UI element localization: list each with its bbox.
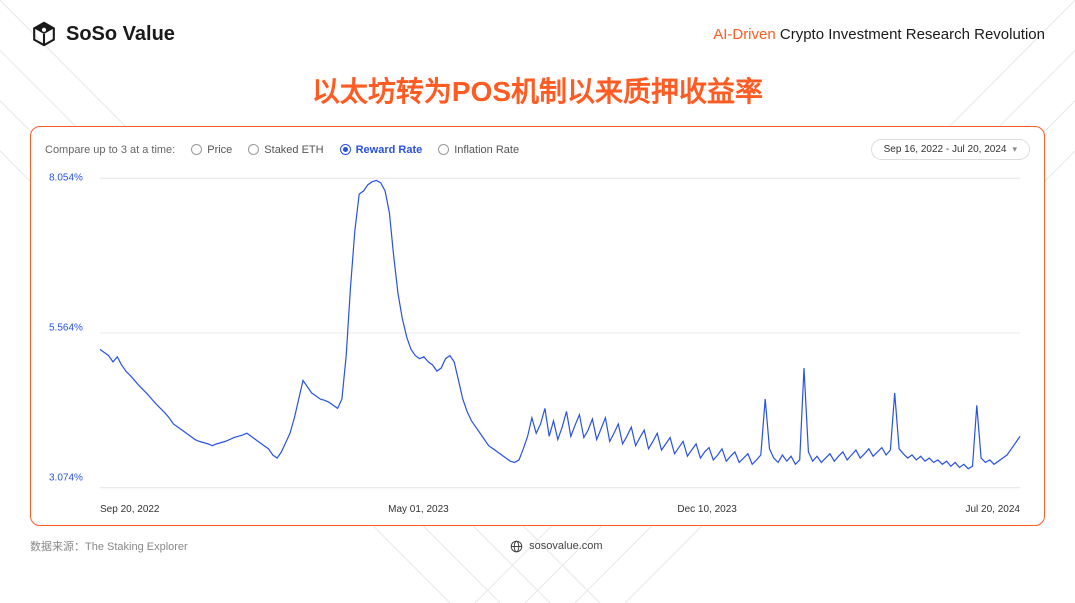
globe-icon	[510, 540, 523, 553]
radio-price[interactable]: Price	[191, 144, 232, 156]
chart-area: 8.054% 5.564% 3.074%	[45, 168, 1030, 498]
reward-rate-line	[100, 180, 1020, 468]
date-range-text: Sep 16, 2022 - Jul 20, 2024	[884, 144, 1007, 155]
footer: 数据来源：The Staking Explorer sosovalue.com	[0, 526, 1075, 554]
radio-container: Price Staked ETH Reward Rate Inflation Rate	[191, 144, 519, 156]
date-range-picker[interactable]: Sep 16, 2022 - Jul 20, 2024 ▾	[871, 139, 1030, 160]
radio-inflation-rate[interactable]: Inflation Rate	[438, 144, 519, 156]
brand-logo: SoSo Value	[30, 20, 175, 48]
logo-cube-icon	[30, 20, 58, 48]
radio-circle-icon	[340, 144, 351, 155]
brand-name: SoSo Value	[66, 23, 175, 46]
x-tick-label: Dec 10, 2023	[677, 504, 737, 515]
compare-label: Compare up to 3 at a time:	[45, 144, 175, 156]
x-tick-label: May 01, 2023	[388, 504, 449, 515]
chart-controls: Compare up to 3 at a time: Price Staked E…	[45, 139, 1030, 160]
brand-tagline: AI-Driven Crypto Investment Research Rev…	[713, 26, 1045, 43]
radio-label: Reward Rate	[356, 144, 423, 156]
radio-label: Staked ETH	[264, 144, 323, 156]
radio-staked-eth[interactable]: Staked ETH	[248, 144, 323, 156]
tagline-rest: Crypto Investment Research Revolution	[776, 26, 1045, 43]
line-chart	[45, 168, 1030, 498]
radio-circle-icon	[248, 144, 259, 155]
radio-label: Inflation Rate	[454, 144, 519, 156]
radio-circle-icon	[191, 144, 202, 155]
header: SoSo Value AI-Driven Crypto Investment R…	[0, 0, 1075, 56]
site-link[interactable]: sosovalue.com	[68, 540, 1045, 553]
chevron-down-icon: ▾	[1012, 144, 1017, 155]
y-tick-label: 3.074%	[49, 473, 83, 484]
radio-circle-icon	[438, 144, 449, 155]
radio-reward-rate[interactable]: Reward Rate	[340, 144, 423, 156]
compare-group: Compare up to 3 at a time: Price Staked E…	[45, 144, 519, 156]
page-title: 以太坊转为POS机制以来质押收益率	[0, 70, 1075, 110]
y-tick-label: 8.054%	[49, 173, 83, 184]
y-tick-label: 5.564%	[49, 323, 83, 334]
radio-label: Price	[207, 144, 232, 156]
x-tick-label: Sep 20, 2022	[100, 504, 160, 515]
chart-card: Compare up to 3 at a time: Price Staked E…	[30, 126, 1045, 526]
tagline-highlight: AI-Driven	[713, 26, 776, 43]
x-tick-label: Jul 20, 2024	[965, 504, 1020, 515]
